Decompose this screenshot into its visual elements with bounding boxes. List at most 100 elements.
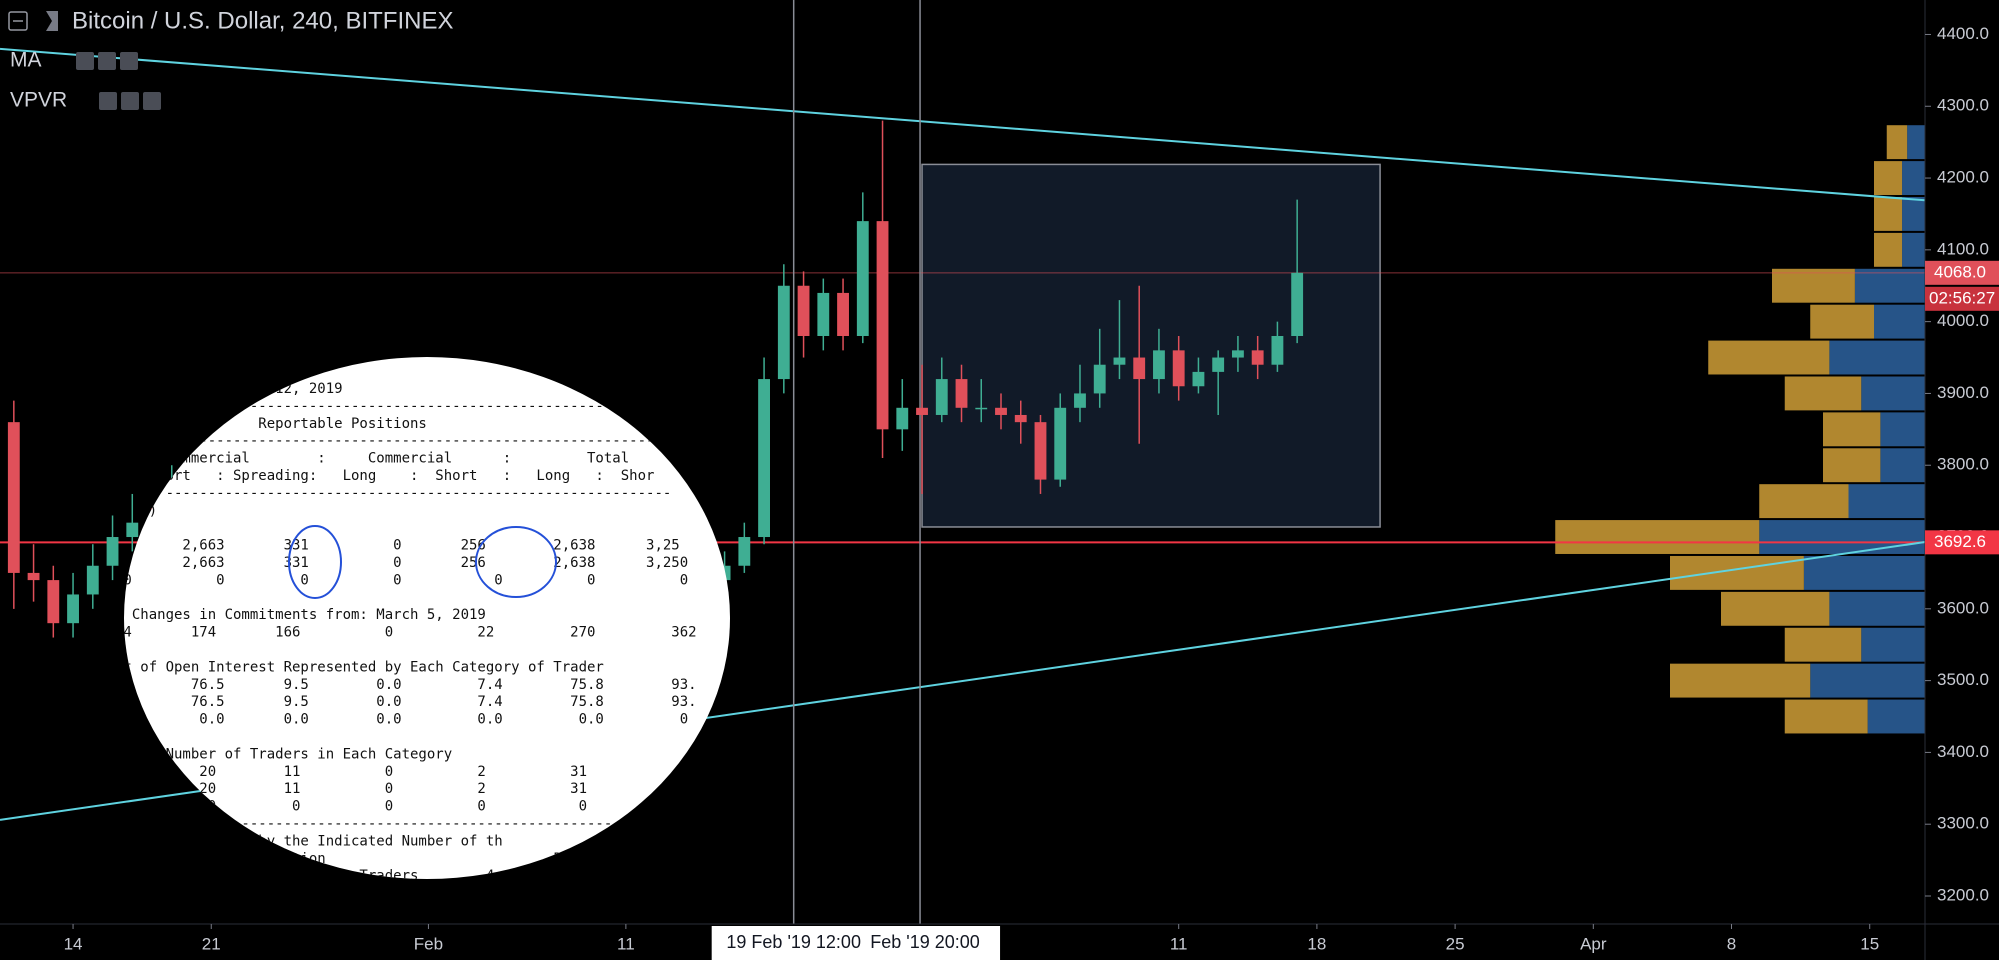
document-line: hort : Spreading: Long : Short : Long : … xyxy=(115,468,654,484)
candle-body xyxy=(856,221,869,336)
hide-button[interactable] xyxy=(76,52,94,70)
document-line: ----------------------------------------… xyxy=(115,816,629,832)
candle-body xyxy=(47,580,60,624)
remove-button[interactable] xyxy=(120,52,138,70)
candle-body xyxy=(1014,414,1027,423)
document-overlay: ch 12, 2019 ----------------------------… xyxy=(115,357,730,879)
volume-up xyxy=(1861,376,1925,411)
volume-down xyxy=(1670,555,1804,590)
volume-up xyxy=(1880,448,1925,483)
y-tick-label: 3900.0 xyxy=(1937,383,1989,402)
volume-down xyxy=(1772,268,1855,303)
candle-body xyxy=(67,594,79,624)
crosshair-label-box xyxy=(711,926,1001,960)
y-tick-label: 4200.0 xyxy=(1937,168,1989,187)
candle-body xyxy=(1153,350,1165,380)
volume-up xyxy=(1867,699,1925,734)
x-tick-label: 11 xyxy=(617,934,635,953)
document-line: 2,663 331 0 256 2,638 3,25 xyxy=(115,538,680,554)
hide-button[interactable] xyxy=(99,92,117,110)
volume-up xyxy=(1902,232,1925,267)
symbol-title[interactable]: Bitcoin / U.S. Dollar, 240, BITFINEX xyxy=(72,7,453,34)
x-tick-label: 21 xyxy=(202,934,221,953)
y-tick-label: 3500.0 xyxy=(1937,670,1989,689)
volume-down xyxy=(1721,591,1830,626)
volume-down xyxy=(1810,304,1874,339)
settings-button[interactable] xyxy=(98,52,116,70)
candle-body xyxy=(7,422,20,573)
volume-down xyxy=(1759,484,1849,519)
x-tick-label: Feb xyxy=(414,934,443,953)
candle-body xyxy=(955,379,968,408)
price-label-box xyxy=(1925,530,1999,555)
volume-up xyxy=(1810,663,1925,698)
crosshair-label: Feb '19 20:00 xyxy=(870,932,980,952)
volume-down xyxy=(1874,232,1903,267)
indicator-name[interactable]: MA xyxy=(10,49,42,72)
document-line: ----------------------------------------… xyxy=(115,485,671,501)
y-tick-label: 3300.0 xyxy=(1937,814,1989,833)
document-line: Changes in Commitments from: March 5, 20… xyxy=(115,607,486,623)
x-tick-label: 8 xyxy=(1727,934,1736,953)
candle-body xyxy=(1291,272,1304,336)
candle-body xyxy=(1172,350,1185,387)
trendline xyxy=(0,47,1926,202)
volume-down xyxy=(1823,412,1881,447)
volume-up xyxy=(1848,484,1925,519)
candle-body xyxy=(1212,357,1225,372)
candle-body xyxy=(1232,350,1244,358)
candle-body xyxy=(1251,350,1264,365)
pen-circle xyxy=(475,526,557,598)
volume-up xyxy=(1803,555,1925,590)
y-tick-label: 3200.0 xyxy=(1937,885,1989,904)
y-tick-label: 4300.0 xyxy=(1937,96,1989,115)
volume-up xyxy=(1759,520,1925,554)
candle-body xyxy=(797,285,810,336)
volume-up xyxy=(1829,340,1925,375)
volume-down xyxy=(1874,161,1903,195)
document-line: 76.5 9.5 0.0 7.4 75.8 93. xyxy=(115,677,697,693)
x-tick-label: 14 xyxy=(64,934,83,953)
remove-button[interactable] xyxy=(143,92,161,110)
collapse-icon[interactable] xyxy=(8,11,28,31)
indicator-name[interactable]: VPVR xyxy=(10,89,67,112)
candle-body xyxy=(837,292,849,336)
document-line: t of Open Interest Represented by Each C… xyxy=(115,659,604,675)
overlay-circle xyxy=(124,357,730,879)
document-text: ch 12, 2019 ----------------------------… xyxy=(115,381,697,879)
legend: Bitcoin / U.S. Dollar, 240, BITFINEX MA … xyxy=(8,7,453,112)
y-tick-label: 3400.0 xyxy=(1937,742,1989,761)
document-line: ----------------------------------------… xyxy=(115,433,671,449)
candle-body xyxy=(975,407,988,410)
countdown: 02:56:27 xyxy=(1929,288,1995,307)
candle-body xyxy=(1054,407,1067,480)
settings-button[interactable] xyxy=(121,92,139,110)
volume-down xyxy=(1784,376,1862,411)
indicator-buttons xyxy=(99,92,161,110)
candle-body xyxy=(1133,357,1146,380)
indicator-buttons xyxy=(76,52,138,70)
candle-body xyxy=(876,221,889,430)
x-tick-label: Apr xyxy=(1580,934,1607,953)
document-line: 20 11 0 2 31 xyxy=(115,764,587,780)
document-line: 0.0 0.0 0.0 0.0 0.0 0 xyxy=(115,712,688,728)
y-tick-label: 3600.0 xyxy=(1937,598,1989,617)
pen-circle xyxy=(288,525,342,599)
document-line: 20 11 0 2 31 xyxy=(115,781,587,797)
document-line: ----------------------------------------… xyxy=(115,398,671,414)
volume-up xyxy=(1874,304,1925,339)
price-label: 3692.6 xyxy=(1934,532,1986,551)
volume-up xyxy=(1902,197,1925,231)
x-tick-label: 18 xyxy=(1307,934,1326,953)
document-line: 0 0 0 0 0 0 0 xyxy=(115,572,688,588)
volume-down xyxy=(1886,125,1908,160)
y-tick-label: 4100.0 xyxy=(1937,239,1989,258)
volume-down xyxy=(1823,448,1881,483)
volume-down xyxy=(1670,663,1811,698)
y-tick-label: 4000.0 xyxy=(1937,311,1989,330)
price-label-box xyxy=(1925,260,1999,285)
document-line: 0 0 0 0 0 xyxy=(115,799,587,815)
candle-body xyxy=(1074,393,1086,408)
